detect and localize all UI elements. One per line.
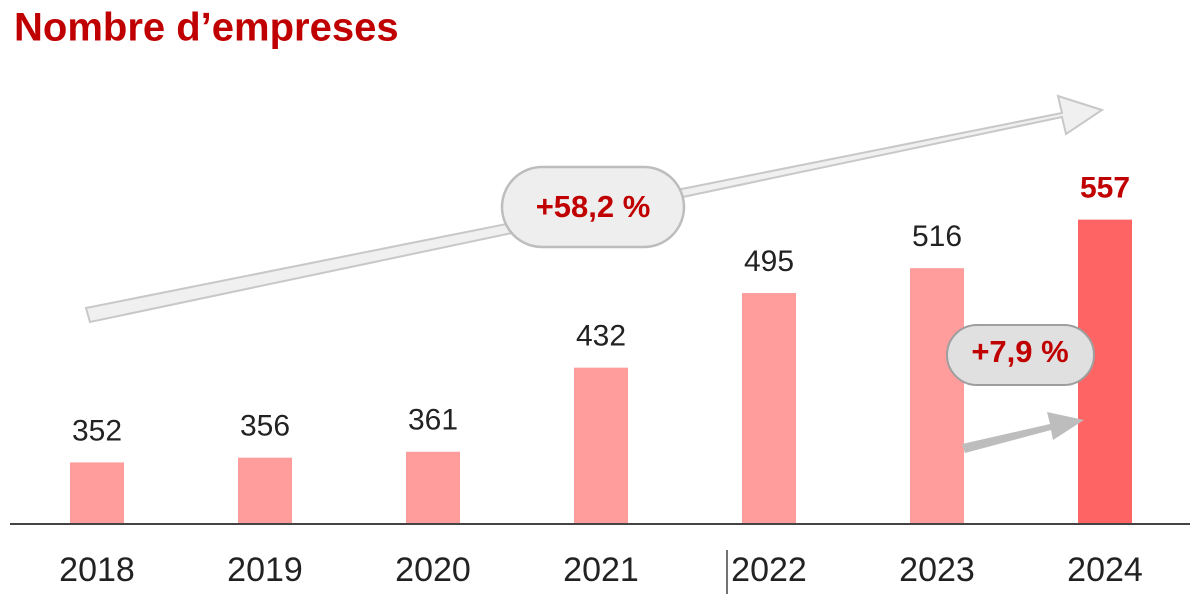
bar — [238, 457, 292, 524]
value-label: 352 — [72, 414, 122, 447]
x-tick-label: 2019 — [227, 551, 303, 589]
x-tick-label: 2024 — [1067, 551, 1143, 589]
bar — [574, 367, 628, 524]
value-label: 432 — [576, 320, 626, 353]
change-arrow — [962, 412, 1084, 453]
annotation: +7,9 % — [971, 334, 1068, 369]
annotation-pill — [500, 165, 686, 249]
value-label: 557 — [1080, 172, 1130, 205]
chart-title: Nombre d’empreses — [14, 6, 399, 50]
x-tick-label: 2022 — [731, 551, 807, 589]
value-label: 356 — [240, 410, 290, 443]
bar — [70, 462, 124, 524]
bar — [406, 451, 460, 524]
plot: 2018 352 2019 356 2020 361 2021 432 2022 495 2023 5… — [59, 172, 1143, 589]
value-label: 495 — [744, 245, 794, 278]
bar — [910, 268, 964, 524]
x-tick-label: 2018 — [59, 551, 135, 589]
bar — [742, 293, 796, 524]
annotation: +58,2 % — [536, 189, 651, 224]
value-label: 361 — [408, 404, 458, 437]
x-tick-label: 2020 — [395, 551, 471, 589]
annotation-pill — [946, 324, 1095, 386]
value-label: 516 — [912, 220, 962, 253]
x-tick-label: 2021 — [563, 551, 639, 589]
x-tick-label: 2023 — [899, 551, 975, 589]
